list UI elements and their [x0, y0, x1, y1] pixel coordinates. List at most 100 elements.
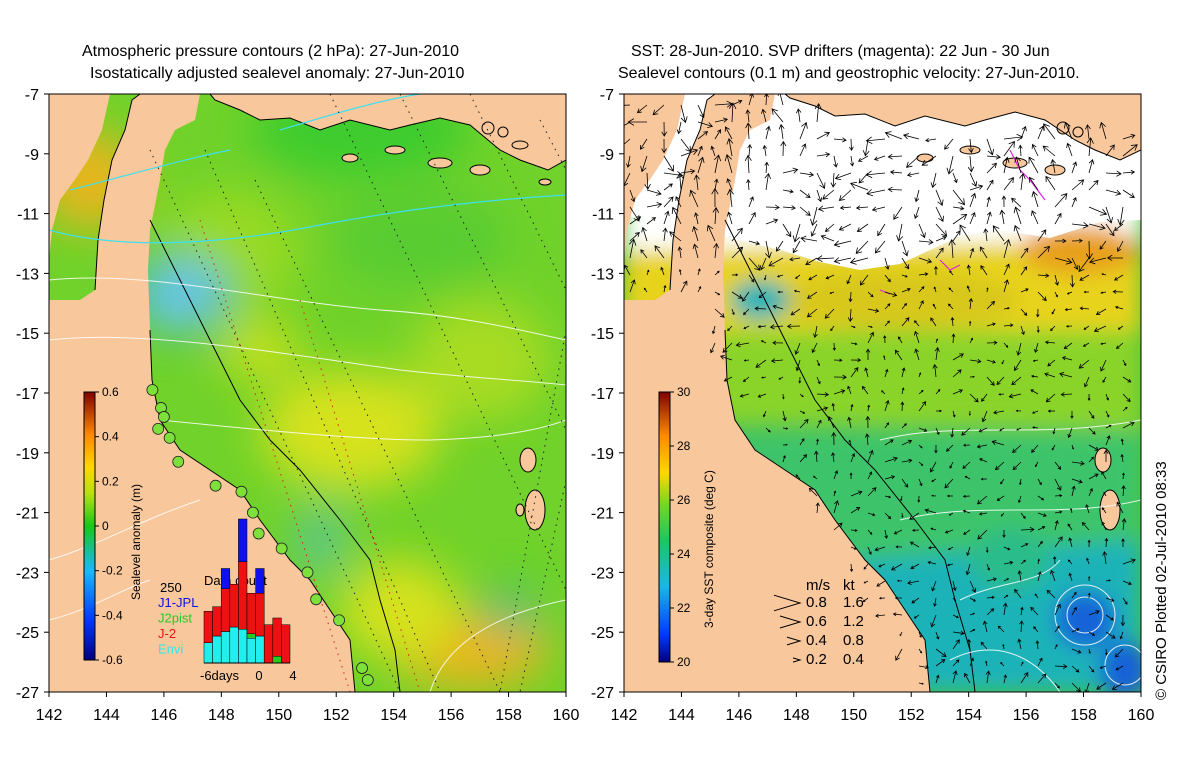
- data-count-bar-blue: [238, 518, 248, 562]
- velocity-vector: [786, 323, 801, 329]
- right-x-tick-label: 144: [668, 707, 695, 724]
- velocity-vector: [1071, 257, 1079, 271]
- velocity-vector: [795, 359, 801, 372]
- velocity-vector: [850, 342, 858, 346]
- velocity-vector: [1063, 121, 1073, 140]
- data-count-bar-red: [281, 624, 291, 664]
- velocity-vector: [1122, 189, 1135, 198]
- velocity-vector: [850, 452, 856, 463]
- left-x-tick-label: 152: [323, 707, 350, 724]
- velocity-vector: [727, 325, 733, 332]
- data-count-bar-red: [263, 624, 274, 664]
- velocity-vector: [782, 189, 794, 194]
- velocity-vector: [983, 228, 989, 242]
- velocity-vector: [1037, 571, 1042, 582]
- velocity-vector: [816, 152, 831, 158]
- left-x-tick-label: 160: [553, 707, 580, 724]
- velocity-vector: [994, 461, 1005, 471]
- left-y-tick-label: -11: [17, 207, 39, 224]
- velocity-vector: [918, 401, 927, 412]
- velocity-vector: [808, 487, 818, 497]
- velocity-vector: [969, 657, 974, 667]
- velocity-vector: [731, 227, 743, 242]
- velocity-vector: [676, 172, 684, 191]
- velocity-vector: [832, 342, 836, 351]
- velocity-vector: [986, 577, 997, 582]
- velocity-vector: [792, 223, 801, 243]
- velocity-vector: [901, 302, 907, 310]
- velocity-vector: [764, 94, 769, 106]
- velocity-vector: [813, 325, 818, 339]
- velocity-vector: [626, 155, 631, 168]
- velocity-vector: [1044, 340, 1056, 345]
- velocity-vector: [1003, 546, 1011, 551]
- velocity-vector: [677, 246, 683, 259]
- velocity-vector: [743, 325, 750, 330]
- velocity-vector: [867, 471, 873, 480]
- velocity-vector: [884, 274, 891, 283]
- velocity-vector: [816, 406, 829, 412]
- velocity-vector: [1037, 245, 1051, 259]
- velocity-vector: [1034, 342, 1039, 354]
- data-count-bar-envi: [255, 635, 265, 664]
- velocity-legend-kt: 1.6: [843, 594, 864, 611]
- right-x-tick-label: 142: [611, 707, 638, 724]
- velocity-vector: [1101, 273, 1107, 276]
- velocity-vector: [850, 528, 858, 532]
- velocity-vector: [1037, 495, 1045, 501]
- velocity-vector: [810, 206, 818, 226]
- velocity-vector: [772, 340, 784, 345]
- velocity-vector: [918, 257, 933, 264]
- velocity-vector: [952, 639, 960, 650]
- velocity-vector: [914, 189, 920, 203]
- velocity-vector: [833, 358, 843, 363]
- velocity-vector: [1050, 569, 1056, 582]
- velocity-vector: [1078, 257, 1090, 273]
- velocity-vector: [947, 563, 954, 567]
- velocity-vector: [1042, 145, 1056, 157]
- velocity-vector: [663, 196, 674, 208]
- velocity-vector: [918, 427, 928, 432]
- velocity-vector: [1044, 372, 1056, 378]
- velocity-vector: [1037, 291, 1047, 302]
- velocity-vector: [999, 427, 1005, 432]
- velocity-vector: [968, 297, 974, 310]
- velocity-vector: [758, 291, 767, 299]
- velocity-vector: [714, 100, 733, 108]
- velocity-vector: [792, 240, 801, 254]
- velocity-vector: [728, 102, 737, 123]
- velocity-vector: [1037, 526, 1046, 531]
- left-reef-outline: [149, 219, 401, 692]
- velocity-vector: [1103, 491, 1107, 497]
- velocity-vector: [765, 218, 779, 225]
- velocity-vector: [1034, 593, 1039, 599]
- velocity-vector: [930, 317, 937, 327]
- velocity-vector: [985, 546, 989, 553]
- left-pressure-contours-cyan: [49, 94, 566, 244]
- velocity-vector: [934, 265, 938, 276]
- velocity-vector: [981, 410, 988, 423]
- velocity-vector: [1037, 673, 1047, 684]
- left-x-tick-label: 142: [36, 707, 63, 724]
- velocity-vector: [935, 189, 944, 207]
- velocity-vector: [934, 346, 940, 361]
- velocity-vector: [1008, 393, 1022, 399]
- velocity-vector: [935, 247, 944, 259]
- velocity-vector: [871, 206, 886, 212]
- velocity-legend-arrow: [786, 636, 802, 646]
- velocity-vector: [764, 172, 772, 191]
- velocity-vector: [1031, 210, 1039, 225]
- right-y-tick-label: -11: [592, 207, 614, 224]
- left-colorbar-label: Sealevel anomaly (m): [129, 484, 143, 600]
- velocity-vector: [1115, 665, 1124, 671]
- velocity-vector: [877, 223, 886, 237]
- velocity-vector: [935, 389, 941, 395]
- velocity-vector: [867, 449, 874, 463]
- velocity-vector: [1088, 473, 1099, 480]
- velocity-vector: [884, 529, 889, 540]
- velocity-vector: [640, 138, 648, 150]
- velocity-vector: [951, 333, 956, 344]
- velocity-vector: [857, 155, 869, 162]
- velocity-vector: [1045, 393, 1056, 403]
- velocity-vector: [1002, 643, 1005, 650]
